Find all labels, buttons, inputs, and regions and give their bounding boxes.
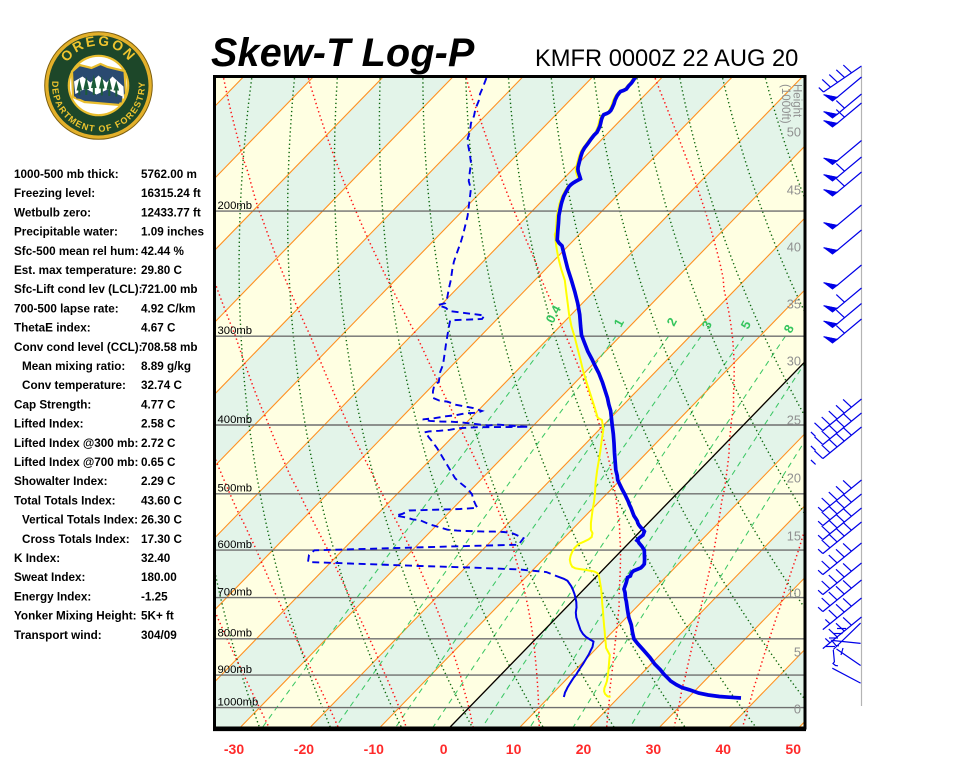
svg-text:32.74 C: 32.74 C [141, 379, 182, 392]
svg-text:Lifted Index @700 mb:: Lifted Index @700 mb: [14, 456, 138, 469]
svg-text:Mean mixing ratio:: Mean mixing ratio: [22, 360, 125, 373]
svg-text:Sfc-500 mean rel hum:: Sfc-500 mean rel hum: [14, 245, 139, 258]
svg-text:5: 5 [794, 645, 801, 660]
svg-text:5K+ ft: 5K+ ft [141, 610, 174, 623]
svg-text:700mb: 700mb [218, 586, 253, 598]
svg-text:Yonker Mixing Height:: Yonker Mixing Height: [14, 610, 137, 623]
svg-text:Vertical Totals Index:: Vertical Totals Index: [22, 514, 138, 527]
svg-text:Sweat Index:: Sweat Index: [14, 571, 85, 584]
svg-text:ThetaE index:: ThetaE index: [14, 322, 91, 335]
svg-text:2.72 C: 2.72 C [141, 437, 176, 450]
svg-text:800mb: 800mb [218, 628, 253, 640]
svg-text:Conv temperature:: Conv temperature: [22, 379, 126, 392]
svg-text:12433.77 ft: 12433.77 ft [141, 206, 201, 219]
svg-text:0: 0 [794, 702, 801, 717]
svg-text:Conv cond level (CCL):: Conv cond level (CCL): [14, 341, 143, 354]
svg-text:200mb: 200mb [218, 200, 253, 212]
svg-text:708.58 mb: 708.58 mb [141, 341, 198, 354]
svg-text:180.00: 180.00 [141, 571, 177, 584]
svg-text:Lifted Index:: Lifted Index: [14, 418, 83, 431]
svg-text:10: 10 [787, 586, 801, 601]
svg-text:4.77 C: 4.77 C [141, 398, 176, 411]
svg-text:-1.25: -1.25 [141, 590, 168, 603]
svg-text:26.30 C: 26.30 C [141, 514, 182, 527]
svg-text:0.65 C: 0.65 C [141, 456, 176, 469]
svg-text:Sfc-Lift cond lev (LCL):: Sfc-Lift cond lev (LCL): [14, 283, 143, 296]
svg-text:1000-500 mb thick:: 1000-500 mb thick: [14, 168, 119, 181]
svg-text:15: 15 [787, 529, 801, 544]
svg-text:50: 50 [785, 741, 801, 757]
svg-text:Cross Totals Index:: Cross Totals Index: [22, 533, 130, 546]
svg-text:10: 10 [506, 741, 522, 757]
svg-text:32.40: 32.40 [141, 552, 171, 565]
svg-text:Freezing level:: Freezing level: [14, 187, 95, 200]
svg-text:Precipitable water:: Precipitable water: [14, 226, 118, 239]
svg-text:Cap Strength:: Cap Strength: [14, 398, 91, 411]
svg-text:35: 35 [787, 297, 801, 312]
svg-text:45: 45 [787, 183, 801, 198]
svg-text:300mb: 300mb [218, 325, 253, 337]
svg-text:Energy Index:: Energy Index: [14, 590, 91, 603]
svg-text:4.67 C: 4.67 C [141, 322, 176, 335]
svg-text:5762.00 m: 5762.00 m [141, 168, 197, 181]
svg-text:(1000ft): (1000ft) [779, 84, 791, 124]
svg-text:30: 30 [646, 741, 662, 757]
svg-text:700-500 lapse rate:: 700-500 lapse rate: [14, 302, 119, 315]
svg-text:KMFR 0000Z 22 AUG 20: KMFR 0000Z 22 AUG 20 [535, 46, 798, 72]
svg-text:20: 20 [787, 471, 801, 486]
svg-text:400mb: 400mb [218, 414, 253, 426]
svg-text:-20: -20 [294, 741, 314, 757]
svg-text:304/09: 304/09 [141, 629, 177, 642]
svg-text:4.92 C/km: 4.92 C/km [141, 302, 196, 315]
svg-text:Total Totals Index:: Total Totals Index: [14, 494, 116, 507]
svg-text:721.00 mb: 721.00 mb [141, 283, 198, 296]
svg-text:-10: -10 [364, 741, 384, 757]
svg-text:40: 40 [716, 741, 732, 757]
svg-text:Height: Height [791, 84, 803, 118]
svg-text:900mb: 900mb [218, 664, 253, 676]
svg-text:2.29 C: 2.29 C [141, 475, 176, 488]
svg-text:40: 40 [787, 240, 801, 255]
svg-text:Wetbulb zero:: Wetbulb zero: [14, 206, 91, 219]
svg-text:Est. max temperature:: Est. max temperature: [14, 264, 137, 277]
svg-text:1.09 inches: 1.09 inches [141, 226, 205, 239]
svg-text:43.60 C: 43.60 C [141, 494, 182, 507]
svg-text:25: 25 [787, 413, 801, 428]
svg-text:29.80 C: 29.80 C [141, 264, 182, 277]
svg-text:17.30 C: 17.30 C [141, 533, 182, 546]
svg-text:16315.24 ft: 16315.24 ft [141, 187, 201, 200]
svg-text:-30: -30 [224, 741, 244, 757]
svg-text:20: 20 [576, 741, 592, 757]
svg-text:50: 50 [787, 125, 801, 140]
svg-text:600mb: 600mb [218, 539, 253, 551]
svg-text:K Index:: K Index: [14, 552, 60, 565]
svg-text:2.58 C: 2.58 C [141, 418, 176, 431]
svg-text:42.44 %: 42.44 % [141, 245, 184, 258]
svg-text:Lifted Index @300 mb:: Lifted Index @300 mb: [14, 437, 138, 450]
svg-text:0: 0 [440, 741, 448, 757]
svg-text:Skew-T Log-P: Skew-T Log-P [211, 31, 475, 75]
svg-text:Transport wind:: Transport wind: [14, 629, 102, 642]
svg-text:1000mb: 1000mb [218, 696, 259, 708]
svg-text:Showalter Index:: Showalter Index: [14, 475, 108, 488]
svg-text:8.89 g/kg: 8.89 g/kg [141, 360, 191, 373]
svg-text:30: 30 [787, 354, 801, 369]
svg-text:500mb: 500mb [218, 483, 253, 495]
